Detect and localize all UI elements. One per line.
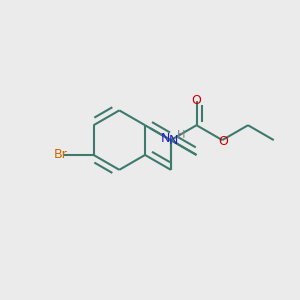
Text: O: O	[219, 135, 228, 148]
Text: Br: Br	[53, 148, 67, 161]
Text: N: N	[169, 134, 178, 147]
Text: H: H	[176, 130, 185, 140]
Text: O: O	[192, 94, 202, 107]
Text: N: N	[161, 132, 170, 146]
